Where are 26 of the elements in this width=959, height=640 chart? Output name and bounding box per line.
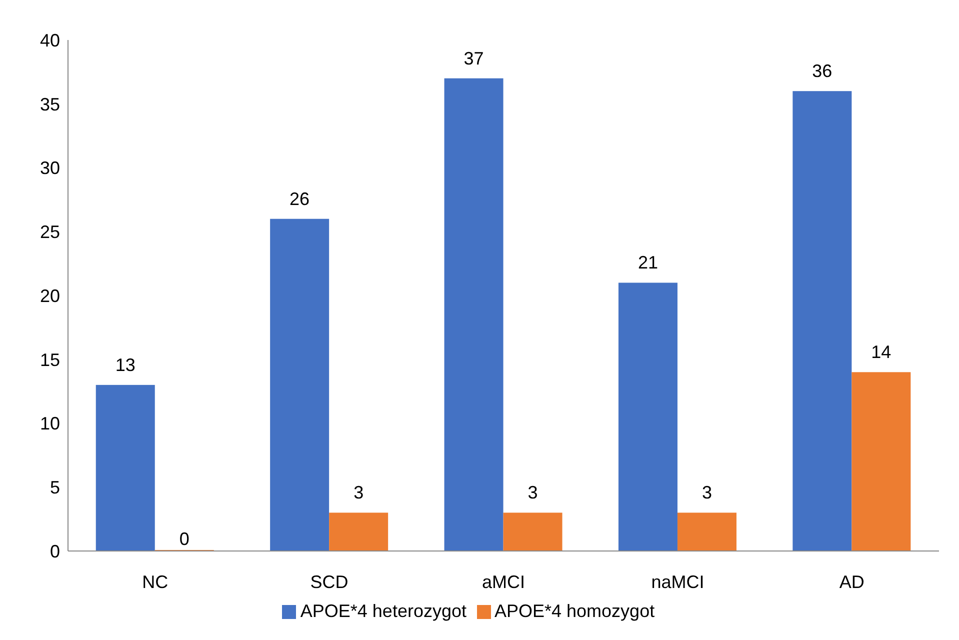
y-tick-label: 5: [50, 478, 60, 498]
data-label: 0: [179, 529, 190, 549]
data-label: 3: [702, 482, 712, 503]
y-tick-label: 15: [40, 350, 60, 370]
data-label: 3: [354, 482, 364, 503]
y-tick-label: 0: [50, 541, 60, 562]
y-tick-label: 25: [40, 222, 60, 242]
x-tick-label: NC: [142, 572, 168, 592]
y-tick-label: 10: [40, 414, 60, 434]
data-label: 13: [115, 354, 136, 375]
y-tick-label: 35: [40, 94, 60, 114]
data-label: 37: [464, 48, 484, 68]
data-label: 14: [871, 342, 892, 362]
x-tick-label: SCD: [310, 572, 348, 592]
data-label: 26: [290, 188, 310, 209]
legend-label: APOE*4 heterozygot: [300, 601, 466, 621]
x-tick-label: aMCI: [482, 572, 526, 592]
y-tick-label: 20: [40, 286, 60, 306]
data-label: 21: [638, 252, 658, 273]
x-tick-label: naMCI: [651, 572, 704, 592]
x-tick-label: AD: [839, 572, 864, 592]
y-tick-label: 30: [40, 158, 60, 178]
y-tick-label: 40: [40, 30, 60, 50]
legend-label: APOE*4 homozygot: [494, 601, 655, 621]
data-label: 3: [528, 482, 538, 503]
data-label: 36: [812, 61, 832, 82]
